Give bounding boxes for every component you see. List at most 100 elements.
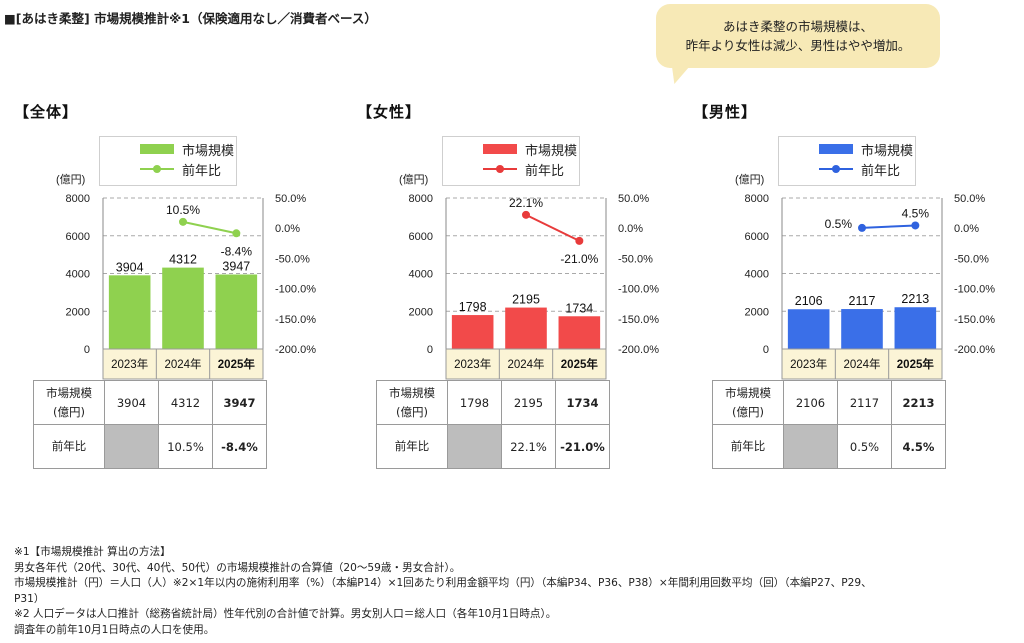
bar: [215, 274, 258, 349]
legend-item-bar: 市場規模: [100, 140, 235, 159]
x-tick-label: 2023年: [454, 357, 491, 371]
footnote-line: 市場規模推計（円）＝人口（人）※2×1年以内の施術利用率（%）（本編P14）×1…: [14, 577, 872, 589]
panel-title: 【女性】: [357, 103, 422, 121]
y-left-tick-label: 2000: [409, 306, 433, 318]
chart-plot: 0 2000 4000 6000 8000 (億円) -200.0% -150.0% -100.…: [399, 173, 659, 380]
cell-market-2025: 1734: [555, 380, 610, 425]
cell-market-2023: 3904: [104, 380, 159, 425]
legend-item-line: 前年比: [443, 160, 565, 179]
bar: [841, 309, 883, 349]
bar: [162, 267, 204, 349]
legend-swatch-bar: [483, 144, 517, 154]
legend-item-bar: 市場規模: [779, 140, 913, 159]
row-label-market: 市場規模 (億円): [376, 380, 448, 425]
y-right-tick-label: -50.0%: [275, 253, 310, 265]
bar: [558, 316, 601, 349]
y-left-tick-label: 2000: [66, 306, 90, 318]
y-left-tick-label: 4000: [409, 269, 433, 281]
y-right-tick-label: 50.0%: [954, 193, 985, 205]
legend-label-line: 前年比: [525, 163, 565, 179]
legend-item-line: 前年比: [100, 160, 221, 179]
y-left-tick-label: 2000: [745, 306, 769, 318]
bar-value-label: 2213: [901, 292, 929, 306]
footnote-line: ※2 人口データは人口推計（総務省統計局）性年代別の合計値で計算。男女別人口＝総…: [14, 608, 557, 620]
legend-swatch-bar: [140, 144, 174, 154]
bar: [108, 275, 151, 349]
bar-value-label: 3947: [222, 260, 250, 274]
y-left-tick-label: 0: [84, 344, 90, 356]
data-table: 市場規模 (億円) 1798 2195 1734 前年比 22.1% -21.0%: [376, 380, 610, 469]
y-left-tick-label: 6000: [745, 231, 769, 243]
cell-market-2023: 2106: [783, 380, 838, 425]
x-tick-label: 2025年: [218, 357, 256, 371]
y-right-tick-label: 50.0%: [275, 193, 306, 205]
y-right-tick-label: -100.0%: [954, 284, 995, 296]
legend-item-line: 前年比: [779, 160, 901, 179]
yoy-point: [575, 236, 584, 245]
panel-title: 【全体】: [14, 103, 79, 121]
data-table: 市場規模 (億円) 3904 4312 3947 前年比 10.5% -8.4%: [33, 380, 267, 469]
yoy-point: [522, 210, 530, 219]
legend: 市場規模 前年比: [442, 136, 580, 186]
legend: 市場規模 前年比: [778, 136, 916, 186]
legend-label-bar: 市場規模: [182, 143, 235, 159]
panel-title: 【男性】: [693, 103, 758, 121]
y-left-tick-label: 8000: [66, 193, 90, 205]
y-right-tick-label: 0.0%: [954, 223, 979, 235]
y-right-tick-label: -150.0%: [275, 314, 316, 326]
bar-value-label: 2117: [849, 294, 876, 308]
cell-market-2024: 4312: [158, 380, 213, 425]
legend-swatch-line: [483, 161, 517, 177]
row-label-yoy: 前年比: [33, 424, 105, 469]
cell-yoy-2024: 0.5%: [837, 424, 892, 469]
cell-yoy-2024: 22.1%: [501, 424, 556, 469]
cell-yoy-2023: [447, 424, 502, 469]
y-right-tick-label: -100.0%: [275, 284, 316, 296]
legend-swatch-line: [819, 161, 853, 177]
yoy-value-label: 4.5%: [902, 206, 930, 220]
yoy-value-label: -8.4%: [221, 244, 253, 258]
bar-value-label: 1798: [459, 300, 487, 314]
bar-value-label: 2106: [795, 294, 823, 308]
category-header-bg: [781, 348, 943, 380]
data-table: 市場規模 (億円) 2106 2117 2213 前年比 0.5% 4.5%: [712, 380, 946, 469]
yoy-value-label: -21.0%: [560, 252, 598, 266]
y-left-tick-label: 4000: [66, 269, 90, 281]
yoy-point: [858, 223, 866, 232]
cell-yoy-2025: -21.0%: [555, 424, 610, 469]
y-right-tick-label: -200.0%: [618, 344, 659, 356]
y-left-tick-label: 8000: [409, 193, 433, 205]
cell-yoy-2023: [783, 424, 838, 469]
y-left-tick-label: 6000: [66, 231, 90, 243]
cell-market-2024: 2117: [837, 380, 892, 425]
y-right-tick-label: 0.0%: [275, 223, 300, 235]
legend-label-bar: 市場規模: [525, 143, 578, 159]
cell-yoy-2023: [104, 424, 159, 469]
y-left-tick-label: 8000: [745, 193, 769, 205]
legend-label-line: 前年比: [861, 163, 901, 179]
cell-market-2025: 2213: [891, 380, 946, 425]
y-right-tick-label: 0.0%: [618, 223, 643, 235]
cell-yoy-2024: 10.5%: [158, 424, 213, 469]
legend: 市場規模 前年比: [99, 136, 237, 186]
chart-plot: 0 2000 4000 6000 8000 (億円) -200.0% -150.0% -100.…: [735, 173, 995, 380]
callout-line-2: 昨年より女性は減少、男性はやや増加。: [685, 38, 911, 53]
y-right-tick-label: -100.0%: [618, 284, 659, 296]
x-tick-label: 2025年: [897, 357, 935, 371]
yoy-line: [525, 213, 580, 242]
yoy-point: [232, 229, 241, 238]
row-label-market: 市場規模 (億円): [33, 380, 105, 425]
yoy-point: [179, 217, 187, 226]
y-right-tick-label: -150.0%: [618, 314, 659, 326]
y-left-tick-label: 4000: [745, 269, 769, 281]
legend-item-bar: 市場規模: [443, 140, 578, 159]
x-tick-label: 2023年: [790, 357, 827, 371]
bar: [451, 315, 494, 349]
callout-line-1: あはき柔整の市場規模は、: [722, 19, 873, 34]
bar: [505, 307, 547, 349]
footnote-line: ※1【市場規模推計 算出の方法】: [14, 546, 171, 558]
x-tick-label: 2024年: [507, 357, 544, 371]
category-header-bg: [102, 348, 264, 380]
x-tick-label: 2025年: [561, 357, 599, 371]
y-left-unit: (億円): [56, 173, 85, 186]
